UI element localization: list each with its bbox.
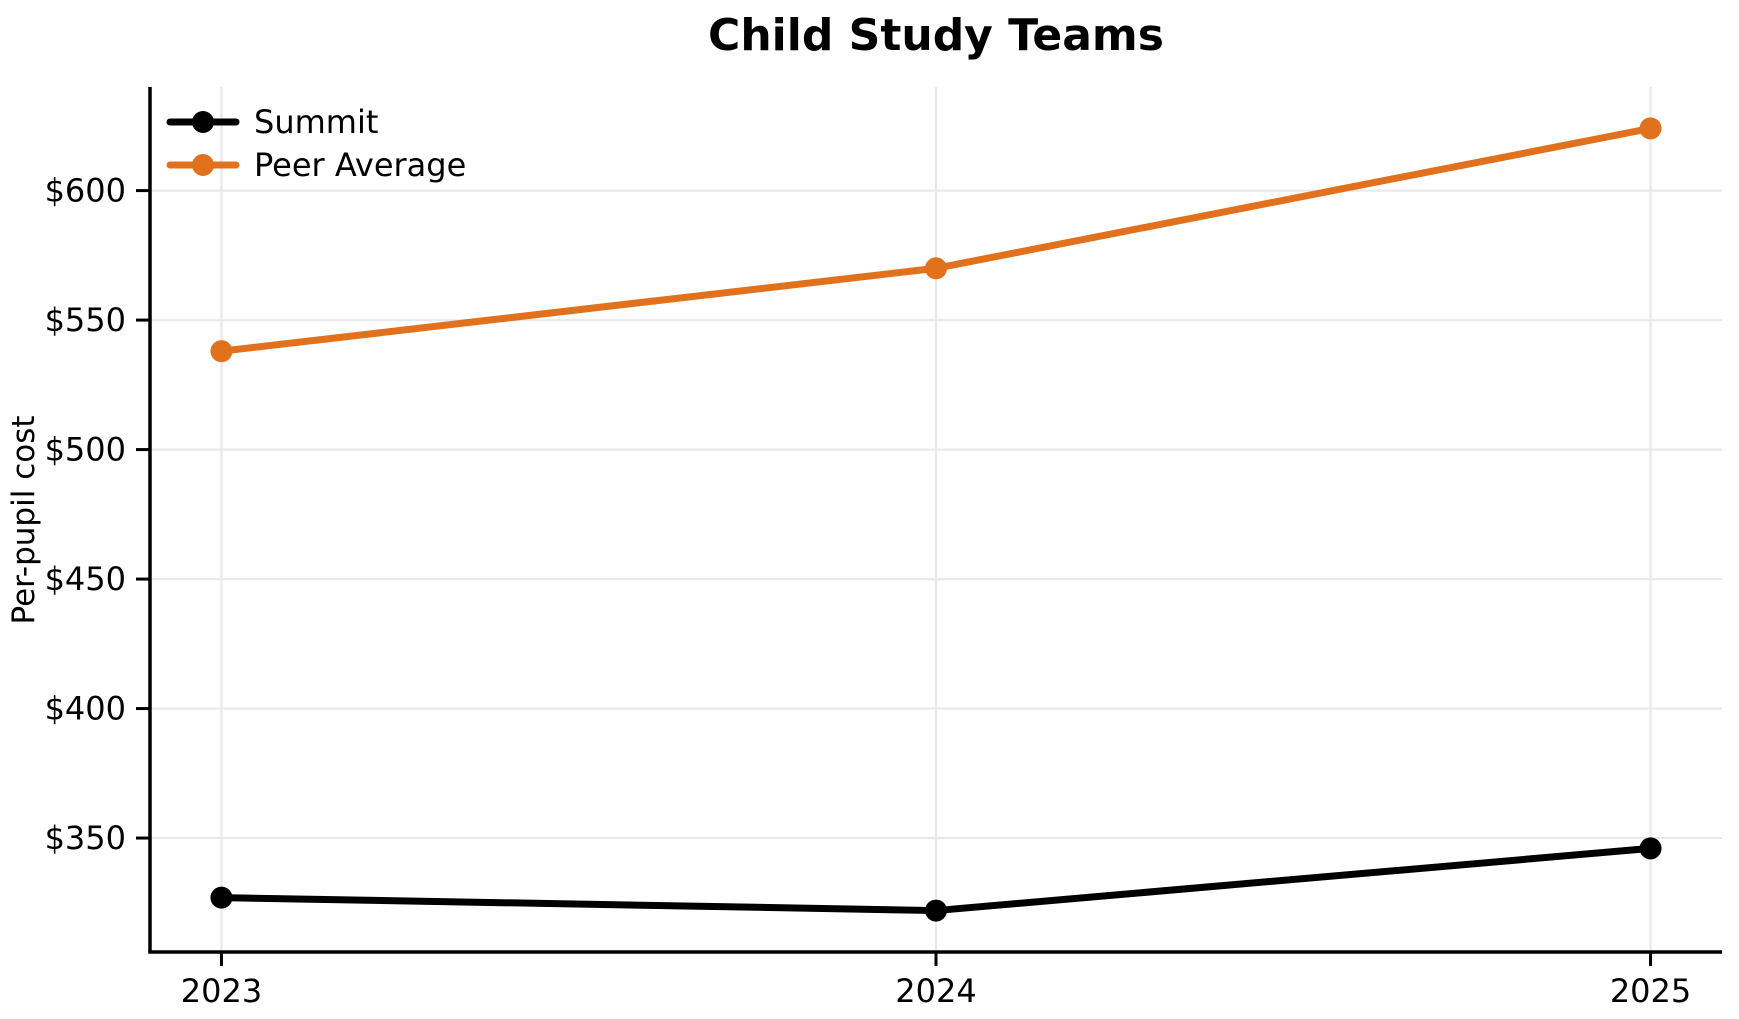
data-point-peer-average [925,257,947,280]
grid-lines [150,87,1722,952]
y-tick-label: $600 [45,172,126,210]
axes: $350 $400 $450 $500 $550 $600 2023 2024 2025 [45,87,1722,1010]
legend-marker [192,111,214,133]
data-point-summit [925,899,947,922]
data-series [210,117,1662,922]
data-point-peer-average [210,340,233,363]
legend-item: Peer Average [166,146,466,184]
y-tick-label: $550 [45,301,126,339]
y-axis-label: Per-pupil cost [6,415,42,624]
chart-title: Child Study Teams [708,10,1164,61]
data-point-summit [210,886,233,909]
data-point-peer-average [1639,117,1662,140]
y-tick-label: $350 [45,819,126,857]
legend-label: Summit [254,103,378,141]
data-point-summit [1639,837,1662,860]
legend-item: Summit [166,103,378,141]
x-tick-label: 2023 [181,972,262,1010]
y-tick-label: $400 [45,690,126,728]
legend-label: Peer Average [254,146,466,184]
x-tick-label: 2024 [895,972,976,1010]
y-tick-label: $450 [45,560,126,598]
legend-marker [192,154,214,176]
x-tick-label: 2025 [1610,972,1691,1010]
y-tick-label: $500 [45,431,126,469]
legend: Summit Peer Average [166,103,466,184]
